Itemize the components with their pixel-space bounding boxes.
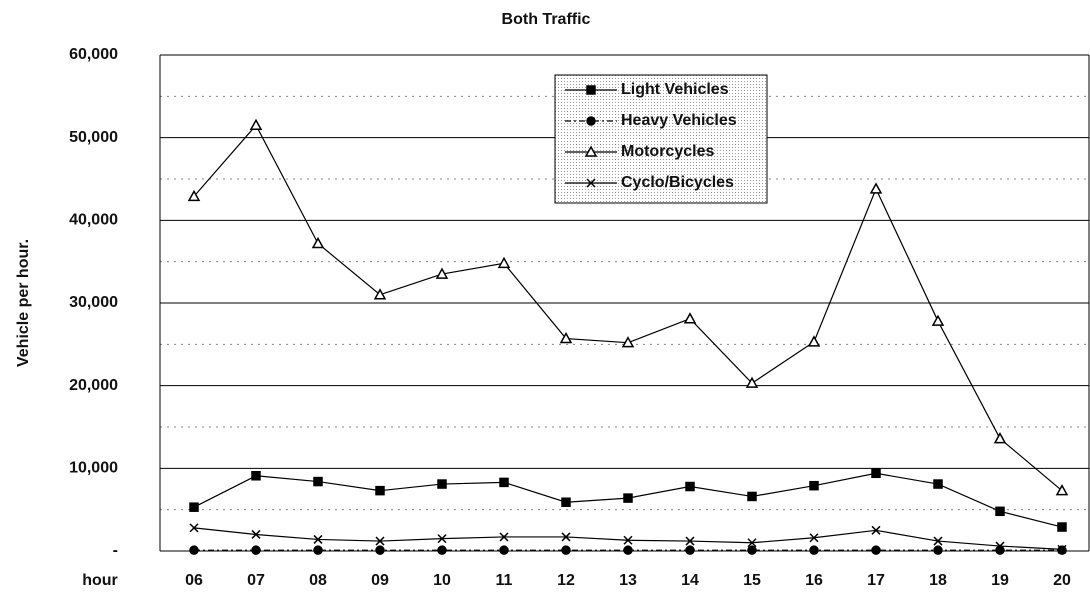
marker — [993, 432, 1007, 444]
marker — [623, 493, 633, 503]
marker — [995, 506, 1005, 517]
legend-label: Motorcycles — [621, 143, 714, 160]
marker — [871, 468, 881, 479]
marker — [995, 541, 1005, 551]
x-tick-label: 15 — [743, 572, 761, 589]
x-tick-label: 08 — [309, 572, 327, 589]
y-tick-label: 10,000 — [69, 460, 118, 477]
marker — [437, 545, 447, 555]
marker — [745, 376, 759, 388]
marker — [313, 534, 323, 544]
marker — [251, 529, 261, 539]
marker — [561, 532, 571, 542]
marker — [586, 116, 596, 126]
marker — [499, 545, 509, 555]
marker — [747, 545, 757, 555]
x-tick-label: 14 — [681, 572, 699, 589]
marker — [1055, 484, 1069, 496]
marker — [313, 476, 323, 487]
marker — [561, 545, 571, 555]
marker — [933, 545, 943, 555]
marker — [189, 523, 199, 533]
x-tick-label: 18 — [929, 572, 947, 589]
marker — [375, 545, 385, 555]
marker — [559, 332, 573, 344]
marker — [621, 336, 635, 348]
marker — [497, 256, 511, 269]
x-tick-label: 17 — [867, 572, 885, 589]
marker — [435, 267, 449, 279]
x-tick-label: 19 — [991, 572, 1009, 589]
x-tick-label: 12 — [557, 572, 575, 589]
chart-title: Both Traffic — [502, 11, 591, 28]
x-tick-label: 13 — [619, 572, 637, 589]
marker — [586, 85, 596, 95]
marker — [1057, 522, 1067, 532]
marker — [685, 481, 695, 492]
marker — [623, 535, 633, 545]
y-axis-label: Vehicle per hour. — [15, 239, 32, 367]
marker — [499, 477, 509, 488]
x-axis-label: hour — [82, 572, 118, 589]
marker — [561, 497, 571, 507]
legend-marker — [586, 178, 596, 188]
legend-marker — [584, 145, 598, 157]
x-tick-label: 20 — [1053, 572, 1071, 589]
marker — [251, 471, 261, 481]
marker — [1057, 544, 1067, 554]
marker — [189, 545, 199, 555]
y-tick-label: 30,000 — [69, 294, 118, 311]
marker — [249, 118, 263, 131]
y-tick-label: 40,000 — [69, 212, 118, 229]
legend-marker — [586, 116, 596, 126]
marker — [809, 480, 819, 491]
marker — [313, 545, 323, 555]
marker — [869, 182, 883, 194]
x-tick-label: 09 — [371, 572, 389, 589]
x-tick-label: 06 — [185, 572, 203, 589]
marker — [586, 178, 596, 188]
marker — [623, 545, 633, 555]
marker — [807, 335, 821, 347]
y-tick-label: - — [113, 542, 118, 559]
marker — [437, 479, 447, 489]
marker — [187, 189, 201, 202]
y-tick-label: 20,000 — [69, 377, 118, 394]
y-tick-label: 50,000 — [69, 129, 118, 146]
marker — [683, 312, 697, 324]
marker — [747, 538, 757, 548]
marker — [499, 532, 509, 542]
marker — [251, 545, 261, 555]
marker — [311, 236, 325, 249]
marker — [933, 536, 943, 546]
x-tick-label: 10 — [433, 572, 451, 589]
marker — [871, 545, 881, 555]
marker — [809, 545, 819, 555]
marker — [373, 288, 387, 300]
marker — [437, 534, 447, 544]
legend-label: Light Vehicles — [621, 81, 729, 98]
marker — [871, 525, 881, 535]
marker — [375, 536, 385, 546]
legend-marker — [586, 85, 596, 95]
marker — [685, 545, 695, 555]
x-tick-label: 07 — [247, 572, 265, 589]
legend-label: Heavy Vehicles — [621, 112, 737, 129]
marker — [995, 545, 1005, 555]
marker — [931, 314, 945, 326]
marker — [375, 485, 385, 496]
marker — [747, 491, 757, 502]
marker — [685, 536, 695, 546]
marker — [189, 502, 199, 512]
marker — [809, 533, 819, 543]
marker — [933, 479, 943, 489]
legend-label: Cyclo/Bicycles — [621, 174, 734, 191]
x-tick-label: 16 — [805, 572, 823, 589]
marker — [584, 145, 598, 157]
y-tick-label: 60,000 — [69, 46, 118, 63]
x-tick-label: 11 — [496, 572, 513, 589]
